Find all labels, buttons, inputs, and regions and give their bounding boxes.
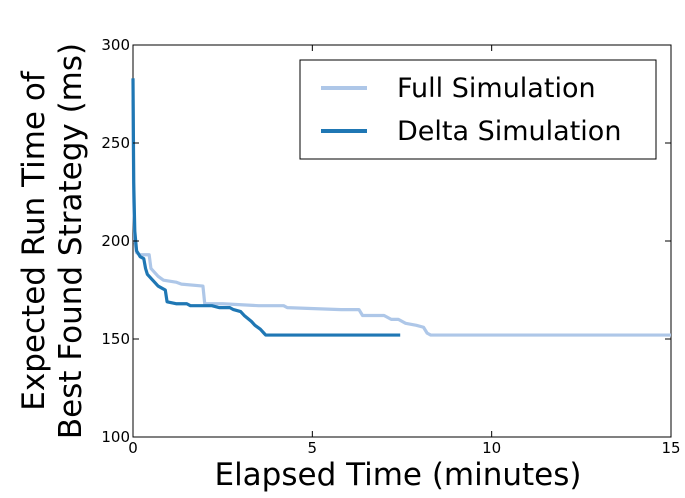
y-axis-title-line-2: Best Found Strategy (ms) (53, 43, 89, 439)
x-tick-label: 10 (482, 439, 501, 457)
legend-label-full-simulation: Full Simulation (397, 73, 596, 104)
y-tick-label: 200 (101, 232, 130, 250)
series-line-full-simulation (131, 99, 671, 337)
x-tick-label: 5 (308, 439, 318, 457)
legend-label-delta-simulation: Delta Simulation (397, 116, 621, 147)
y-tick-label: 150 (101, 330, 130, 348)
y-tick-label: 100 (101, 428, 130, 446)
x-tick-label: 0 (128, 439, 138, 457)
x-tick-label: 15 (661, 439, 680, 457)
series-line-delta-simulation (131, 78, 401, 337)
y-tick-label: 250 (101, 134, 130, 152)
x-axis-title: Elapsed Time (minutes) (214, 457, 581, 493)
y-tick-label: 300 (101, 36, 130, 54)
y-axis-title-line-1: Expected Run Time of (16, 70, 52, 410)
legend: Full Simulation Delta Simulation (299, 59, 657, 160)
legend-box (299, 59, 657, 160)
